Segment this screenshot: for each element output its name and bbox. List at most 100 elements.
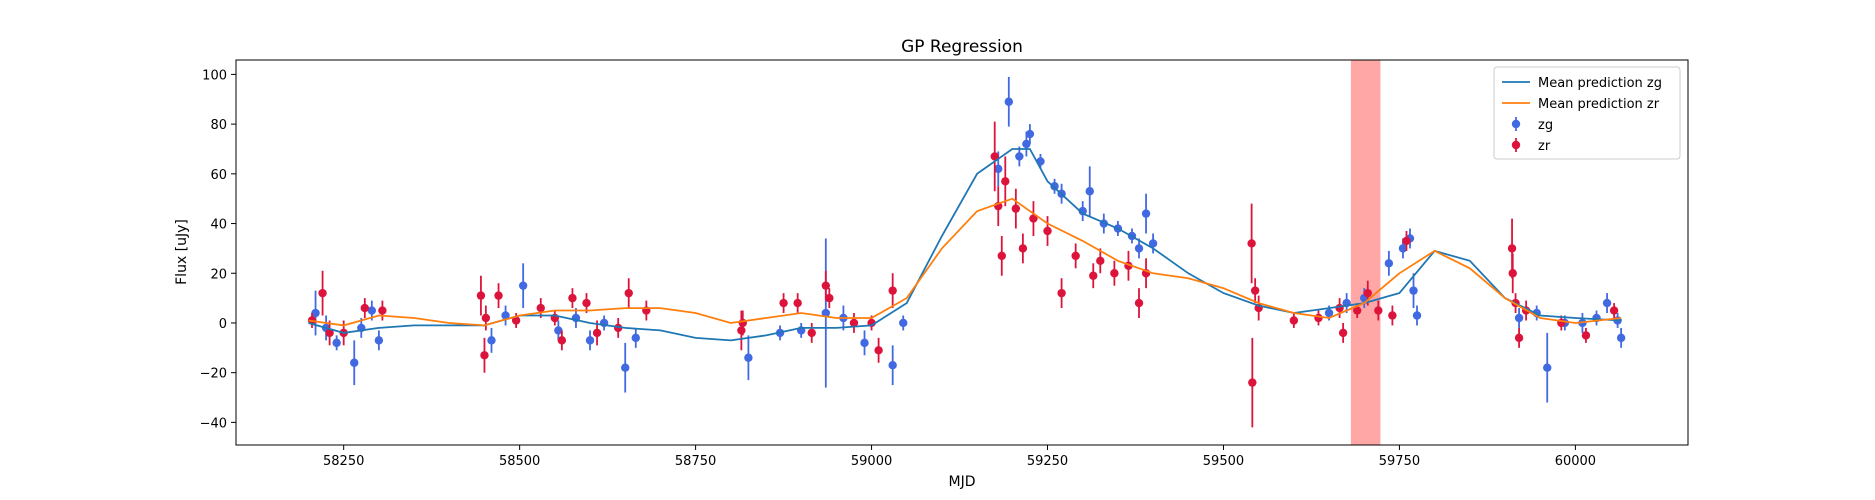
data-point: [990, 152, 999, 161]
data-point: [1247, 239, 1256, 248]
data-point: [592, 328, 602, 338]
y-axis-label: Flux [uJy]: [174, 219, 190, 285]
legend-marker: [1511, 140, 1521, 150]
y-tick-label: 20: [210, 267, 227, 282]
highlight-span: [1350, 60, 1381, 445]
data-point: [621, 363, 630, 372]
data-point: [779, 298, 788, 308]
data-point: [631, 333, 640, 343]
x-tick-label: 59500: [1203, 454, 1244, 469]
data-point: [481, 313, 491, 323]
data-point: [1508, 269, 1517, 278]
data-point: [888, 286, 897, 295]
data-point: [350, 358, 359, 367]
data-point: [1050, 182, 1059, 191]
data-point: [1141, 209, 1151, 218]
data-point: [1338, 328, 1348, 338]
data-point: [1314, 313, 1323, 323]
data-point: [360, 303, 370, 313]
data-point: [825, 293, 834, 303]
data-point: [1004, 97, 1014, 106]
legend-label: Mean prediction zg: [1538, 76, 1662, 91]
data-point: [1335, 303, 1344, 313]
data-point: [1409, 286, 1418, 295]
data-point: [480, 351, 489, 360]
data-point: [1043, 226, 1052, 236]
data-point: [1289, 316, 1299, 325]
y-tick-label: −40: [200, 416, 227, 431]
data-point: [821, 308, 831, 318]
data-point: [899, 318, 908, 328]
data-point: [332, 338, 341, 348]
data-point: [1011, 204, 1021, 213]
data-point: [1616, 333, 1626, 343]
data-point: [737, 326, 746, 335]
data-point: [1609, 306, 1619, 315]
data-point: [476, 291, 486, 300]
data-point: [793, 298, 802, 308]
data-point: [821, 281, 831, 290]
data-point: [1324, 308, 1334, 318]
y-tick-label: 100: [202, 68, 227, 83]
data-point: [874, 346, 883, 355]
data-point: [582, 298, 591, 308]
data-point: [1134, 244, 1144, 253]
mean-prediction-line: [308, 148, 1622, 342]
data-point: [1134, 298, 1144, 308]
data-point: [568, 293, 577, 303]
data-point: [624, 288, 633, 298]
data-point: [849, 318, 859, 328]
data-point: [1514, 313, 1524, 323]
data-point: [1148, 239, 1158, 248]
data-point: [1096, 256, 1105, 266]
data-point: [518, 281, 528, 290]
x-tick-label: 60000: [1555, 454, 1596, 469]
data-point: [1353, 306, 1362, 315]
data-point: [1388, 311, 1397, 320]
data-point: [378, 306, 387, 315]
legend-label: Mean prediction zr: [1538, 97, 1660, 112]
data-point: [487, 336, 496, 345]
x-tick-label: 59250: [1027, 454, 1068, 469]
data-point: [1085, 187, 1094, 196]
legend-label: zr: [1538, 139, 1551, 154]
data-point: [1402, 236, 1411, 246]
x-tick-label: 58250: [323, 454, 364, 469]
data-point: [325, 328, 334, 338]
data-point: [1412, 311, 1422, 320]
data-point: [1363, 288, 1372, 298]
chart-title: GP Regression: [901, 37, 1023, 57]
legend-label: zg: [1538, 118, 1553, 133]
y-tick-label: 40: [210, 218, 227, 233]
data-point: [374, 336, 384, 345]
data-point: [311, 308, 320, 318]
data-point: [1001, 177, 1010, 186]
legend-marker: [1511, 119, 1521, 129]
x-axis-label: MJD: [949, 474, 976, 490]
data-point: [1398, 244, 1408, 253]
data-point: [1110, 269, 1119, 278]
y-tick-label: −20: [200, 367, 227, 382]
data-point: [860, 338, 869, 348]
data-point: [494, 291, 503, 300]
data-point: [744, 353, 753, 362]
x-tick-label: 59000: [851, 454, 892, 469]
data-point: [994, 164, 1003, 174]
plot-frame: [235, 59, 1689, 446]
data-point: [1514, 333, 1524, 343]
data-point: [1250, 286, 1260, 295]
data-point: [1374, 306, 1383, 315]
data-point: [1025, 129, 1035, 139]
data-point: [318, 288, 327, 298]
data-point: [554, 326, 563, 335]
data-point: [1029, 214, 1038, 223]
x-tick-label: 59750: [1379, 454, 1420, 469]
data-point: [536, 303, 545, 313]
data-point: [1071, 251, 1080, 261]
data-point: [1089, 271, 1098, 280]
data-point: [1581, 331, 1591, 340]
data-point: [1015, 152, 1024, 161]
data-point: [1543, 363, 1552, 372]
